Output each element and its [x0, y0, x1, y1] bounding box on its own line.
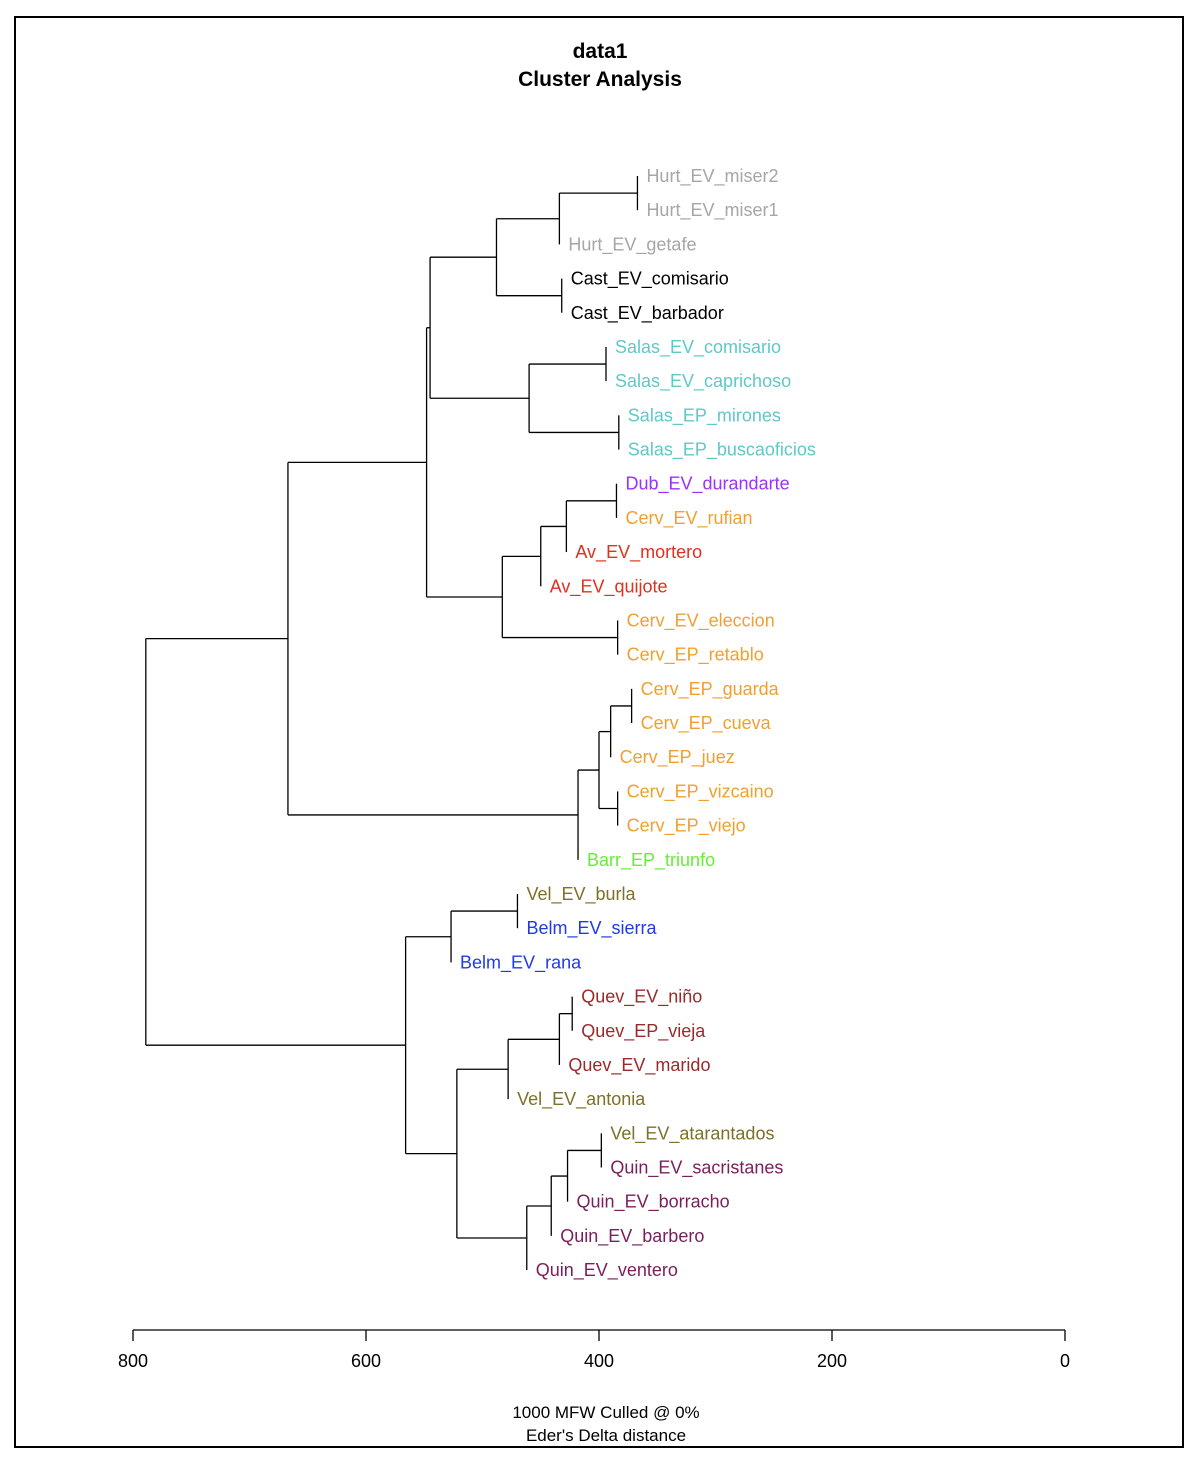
leaf-label: Quev_EP_vieja [581, 1021, 706, 1042]
leaf-label: Cerv_EP_cueva [641, 713, 772, 734]
leaf-label: Salas_EV_caprichoso [615, 371, 791, 392]
leaf-label: Cast_EV_barbador [571, 303, 724, 324]
leaf-label: Hurt_EV_getafe [568, 234, 696, 255]
leaf-label: Av_EV_mortero [575, 542, 702, 563]
leaf-label: Cast_EV_comisario [571, 269, 729, 290]
leaf-label: Quev_EV_niño [581, 987, 702, 1008]
leaf-label: Barr_EP_triunfo [587, 850, 715, 871]
dendrogram-links [145, 176, 639, 1271]
leaf-label: Quin_EV_ventero [536, 1260, 678, 1281]
leaf-label: Cerv_EP_viejo [627, 816, 746, 837]
leaf-label: Cerv_EP_vizcaino [627, 781, 774, 802]
leaf-label: Salas_EP_mirones [628, 405, 781, 426]
x-tick-label: 200 [817, 1351, 847, 1371]
leaf-label: Av_EV_quijote [550, 576, 668, 597]
leaf-label: Hurt_EV_miser1 [646, 200, 778, 221]
leaf-label: Salas_EV_comisario [615, 337, 781, 358]
leaf-label: Salas_EP_buscaoficios [628, 440, 816, 461]
leaf-labels: Hurt_EV_miser2 Hurt_EV_miser1 Hurt_EV_geta… [460, 166, 816, 1281]
leaf-label: Quin_EV_barbero [560, 1226, 704, 1247]
leaf-label: Cerv_EP_juez [620, 747, 735, 768]
x-axis-label: 1000 MFW Culled @ 0% [512, 1403, 700, 1422]
x-tick-label: 0 [1060, 1351, 1070, 1371]
leaf-label: Cerv_EP_guarda [641, 679, 780, 700]
leaf-label: Vel_EV_burla [526, 884, 636, 905]
chart-title: data1 [572, 40, 628, 63]
leaf-label: Quev_EV_marido [568, 1055, 710, 1076]
leaf-label: Cerv_EV_eleccion [627, 610, 775, 631]
leaf-label: Cerv_EP_retablo [627, 645, 764, 666]
x-axis: 800 600 400 200 0 [118, 1329, 1070, 1371]
leaf-label: Quin_EV_sacristanes [610, 1158, 783, 1179]
leaf-label: Dub_EV_durandarte [625, 474, 789, 495]
x-axis-label-secondary: Eder's Delta distance [525, 1426, 687, 1445]
leaf-label: Cerv_EV_rufian [625, 508, 752, 529]
chart-subtitle: Cluster Analysis [518, 68, 682, 91]
leaf-label: Belm_EV_sierra [526, 918, 657, 939]
leaf-label: Quin_EV_borracho [577, 1192, 730, 1213]
x-tick-label: 800 [118, 1351, 148, 1371]
leaf-label: Vel_EV_antonia [517, 1089, 646, 1110]
x-tick-label: 600 [351, 1351, 381, 1371]
leaf-label: Vel_EV_atarantados [610, 1123, 774, 1144]
leaf-label: Hurt_EV_miser2 [646, 166, 778, 187]
x-tick-label: 400 [584, 1351, 614, 1371]
leaf-label: Belm_EV_rana [460, 952, 582, 973]
